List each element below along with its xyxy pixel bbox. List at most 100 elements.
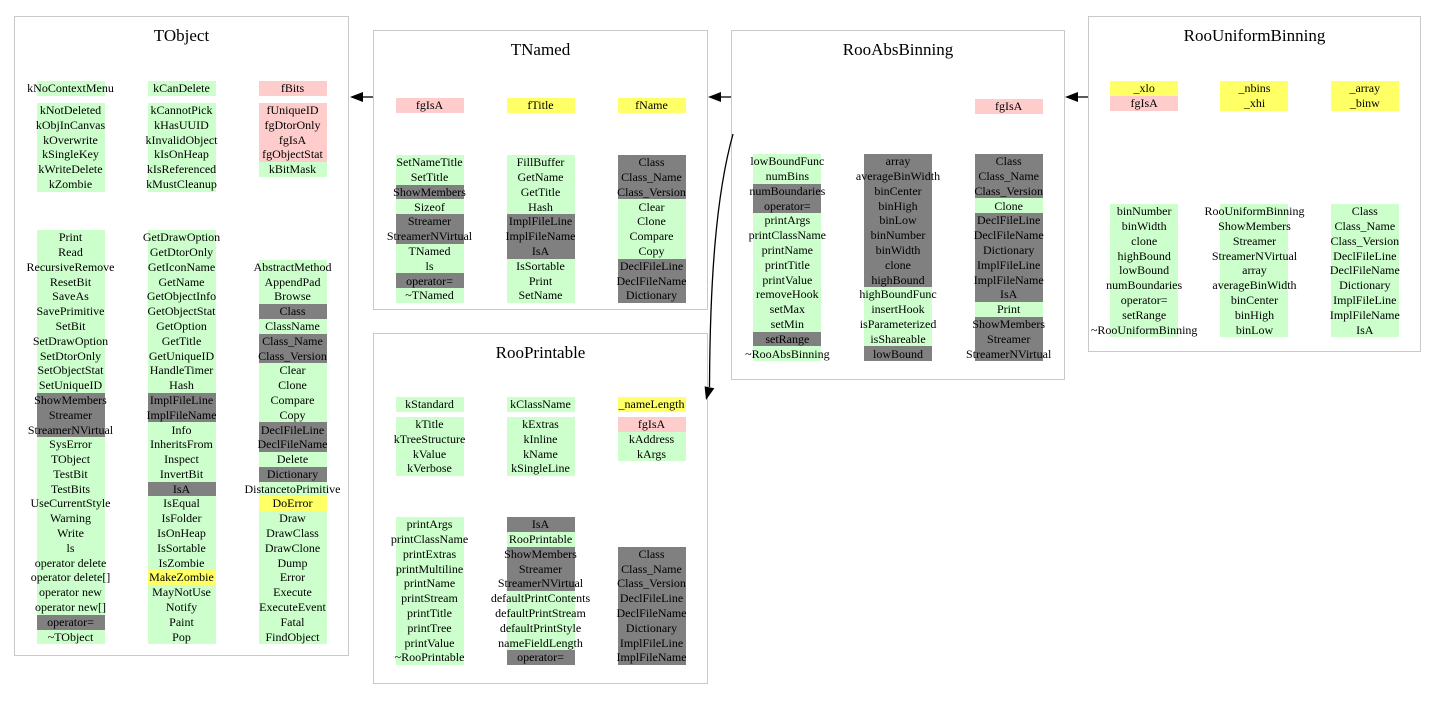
member-cell: kName — [506, 446, 575, 462]
member-cell: ShowMembers — [1218, 218, 1291, 234]
member-row: binNumber RooUniformBinning Class — [1089, 204, 1420, 219]
member-cell: Dictionary — [617, 288, 686, 303]
member-cell: fBits — [258, 81, 327, 96]
member-cell: DrawClone — [258, 540, 327, 556]
data-members-section: _xlo _nbins _array fgIsA _xhi _binw — [1089, 81, 1420, 111]
member-cell: DistancetoPrimitive — [244, 481, 341, 497]
member-cell: DeclFileLine — [974, 213, 1043, 228]
member-cell: printTree — [395, 620, 464, 636]
member-row: kSingleKey kIsOnHeap fgObjectStat — [15, 147, 348, 162]
member-cell: kValue — [395, 446, 464, 462]
member-cell: insertHook — [864, 301, 932, 317]
member-cell: MakeZombie — [147, 570, 216, 586]
member-cell: printExtras — [395, 546, 464, 562]
member-cell: GetDrawOption — [142, 230, 221, 245]
member-row: printArgs binLow DeclFileLine — [732, 213, 1064, 228]
member-row: SetDtorOnly GetUniqueID Class_Version — [15, 348, 348, 364]
methods-section: binNumber RooUniformBinning Class binWidth S… — [1089, 204, 1420, 338]
member-cell: Print — [36, 230, 105, 245]
member-cell: AbstractMethod — [253, 259, 332, 275]
member-row: ResetBit GetName AppendPad — [15, 274, 348, 290]
member-row: kTitle kExtras fgIsA — [374, 416, 707, 432]
member-cell: kIsReferenced — [146, 161, 217, 177]
member-cell: printArgs — [395, 517, 464, 532]
member-cell: operator= — [753, 198, 822, 214]
member-cell: IsA — [1330, 322, 1399, 338]
member-cell: removeHook — [753, 287, 822, 302]
member-cell: DeclFileLine — [1330, 248, 1399, 264]
member-row: fgIsA — [732, 99, 1064, 114]
member-cell: DeclFileLine — [617, 590, 686, 606]
member-cell: ResetBit — [36, 274, 105, 290]
member-cell: Class — [974, 154, 1043, 169]
member-cell: Class_Version — [1330, 233, 1400, 249]
member-cell: GetTitle — [147, 333, 216, 349]
member-cell: SetName — [506, 288, 575, 303]
member-cell: Execute — [258, 585, 327, 600]
member-cell: DeclFileName — [616, 605, 687, 621]
member-cell: fTitle — [506, 98, 575, 113]
member-cell: InheritsFrom — [147, 437, 216, 452]
member-cell: Hash — [147, 377, 216, 393]
member-row: printExtras ShowMembers Class — [374, 546, 707, 562]
member-cell: kTreeStructure — [393, 431, 466, 447]
member-cell: Dictionary — [974, 242, 1043, 258]
member-cell: lowBoundFunc — [750, 154, 825, 169]
member-row: lowBoundFunc array Class — [732, 154, 1064, 169]
member-cell: printValue — [753, 272, 822, 288]
member-cell: binWidth — [864, 242, 932, 258]
member-row: numBins averageBinWidth Class_Name — [732, 168, 1064, 184]
member-row: operator= Print DeclFileName — [374, 273, 707, 289]
member-row: Sizeof Hash Clear — [374, 199, 707, 215]
member-cell: operator new[] — [35, 599, 106, 615]
member-cell: Streamer — [395, 214, 464, 229]
member-row: StreamerNVirtual Info DeclFileLine — [15, 422, 348, 438]
member-cell: kMustCleanup — [146, 176, 217, 192]
member-cell: binLow — [1220, 322, 1289, 338]
inheritance-arrow-tnamed-tobject — [350, 92, 373, 102]
member-cell: fName — [617, 98, 686, 113]
member-cell: RooUniformBinning — [1204, 204, 1305, 219]
member-cell: Print — [974, 301, 1043, 317]
member-cell: Class — [258, 303, 327, 319]
member-cell: defaultPrintStream — [495, 605, 586, 621]
member-cell: Error — [258, 570, 327, 586]
member-cell: binLow — [864, 213, 932, 228]
member-row: printTree defaultPrintStyle Dictionary — [374, 620, 707, 636]
member-row: setMin isParameterized ShowMembers — [732, 316, 1064, 332]
member-row: ~RooPrintable operator= ImplFileName — [374, 650, 707, 665]
member-cell: kOverwrite — [36, 132, 105, 148]
member-cell: Compare — [617, 228, 686, 244]
member-cell: HandleTimer — [147, 363, 216, 378]
member-row: printClassName RooPrintable — [374, 531, 707, 547]
member-cell: ImplFileLine — [974, 257, 1043, 273]
member-cell: DrawClass — [258, 525, 327, 541]
member-row: Write IsOnHeap DrawClass — [15, 525, 348, 541]
member-cell: SetTitle — [395, 169, 464, 185]
member-cell: Notify — [147, 599, 216, 615]
member-cell: kZombie — [36, 176, 105, 192]
member-cell: Class_Name — [258, 333, 327, 349]
member-cell: averageBinWidth — [855, 168, 941, 184]
member-cell: ClassName — [258, 318, 327, 334]
member-row: _xlo _nbins _array — [1089, 81, 1420, 96]
member-cell: kExtras — [506, 416, 575, 432]
member-row: kStandard kClassName _nameLength — [374, 397, 707, 412]
member-row: ~TObject Pop FindObject — [15, 629, 348, 645]
member-cell: Hash — [506, 199, 575, 215]
member-cell: operator new — [36, 585, 105, 600]
class-title-rooprintable: RooPrintable — [495, 343, 586, 362]
member-row: setRange isShareable Streamer — [732, 331, 1064, 347]
member-cell: _nbins — [1220, 81, 1289, 96]
member-cell: numBoundaries — [749, 183, 826, 199]
member-cell: kCanDelete — [147, 81, 216, 96]
member-row: kVerbose kSingleLine — [374, 461, 707, 476]
member-cell: kArgs — [617, 446, 686, 462]
member-cell: _array — [1330, 81, 1399, 96]
member-cell: TestBits — [36, 481, 105, 497]
member-cell: ~RooUniformBinning — [1090, 322, 1198, 338]
member-cell: _xhi — [1220, 95, 1289, 111]
member-cell: defaultPrintStyle — [499, 620, 582, 636]
member-row: Warning IsFolder Draw — [15, 511, 348, 526]
member-row: numBoundaries binCenter Class_Version — [732, 183, 1064, 199]
